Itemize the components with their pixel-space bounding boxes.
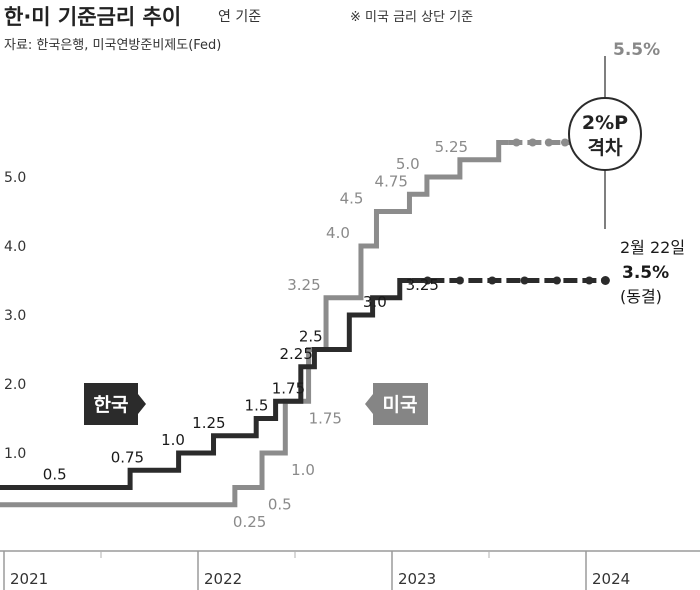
y-axis: 1.0 2.0 3.0 4.0 5.0 [4,170,26,462]
gap-value: 2%P [582,112,628,134]
korea-end-status: (동결) [620,287,662,306]
us-point-label: 5.25 [435,138,468,156]
korea-point-label: 0.5 [43,466,67,484]
us-tag-label: 미국 [383,394,418,416]
chart-subtitle: 연 기준 [218,9,261,25]
x-axis: 2021 2022 2023 2024 [0,550,700,590]
korea-point-label: 3.25 [406,276,439,294]
x-tick-label: 2021 [10,570,48,588]
korea-point-label: 2.5 [299,328,323,346]
us-point-label: 1.75 [309,409,342,427]
us-hold-dot [528,138,537,147]
korea-point-label: 1.5 [245,397,269,415]
us-step-line [0,140,509,508]
us-end-value: 5.5% [613,40,660,60]
x-tick-label: 2022 [204,570,242,588]
y-tick-label: 4.0 [4,239,26,255]
us-hold-dot [544,138,553,147]
korea-hold-dot [423,276,432,285]
korea-end-value: 3.5% [622,263,669,283]
chart-source: 자료: 한국은행, 미국연방준비제도(Fed) [4,37,221,53]
us-point-label: 1.0 [291,461,315,479]
korea-tag-label: 한국 [94,394,129,416]
korea-point-labels: 0.50.751.01.251.51.752.252.53.03.25 [43,276,439,484]
korea-end-dot [600,276,610,285]
korea-step-line [0,278,412,490]
series-korea [0,276,610,490]
chart-note: ※ 미국 금리 상단 기준 [350,10,473,25]
korea-hold-dot [585,276,594,285]
y-tick-label: 1.0 [4,446,26,462]
us-point-labels: 0.250.5 1.0 1.75 3.25 4.0 4.5 4.755.0 5.25 [233,138,468,531]
korea-hold-dot [455,276,464,285]
korea-point-label: 1.75 [272,379,305,397]
series-us [0,138,610,508]
us-point-label: 3.25 [287,276,320,294]
korea-point-label: 1.25 [192,414,225,432]
gap-annotation: 2%P 격차 [568,56,642,229]
korea-hold-dot [520,276,529,285]
korea-tag-shape [84,383,146,425]
korea-point-label: 2.25 [279,345,312,363]
korea-end-date: 2월 22일 [620,238,685,257]
korea-tag: 한국 [84,383,146,425]
us-tag: 미국 [365,383,428,425]
us-point-label: 4.0 [326,224,350,242]
y-tick-label: 3.0 [4,308,26,324]
us-point-label: 0.5 [268,496,292,514]
chart-title: 한·미 기준금리 추이 [4,5,181,29]
korea-point-label: 0.75 [111,448,144,466]
y-tick-label: 2.0 [4,377,26,393]
korea-point-label: 3.0 [363,293,387,311]
gap-circle [568,97,642,171]
us-point-label: 0.25 [233,513,266,531]
us-point-label: 4.75 [375,172,408,190]
x-tick-label: 2024 [592,570,630,588]
x-tick-label: 2023 [398,570,436,588]
korea-point-label: 1.0 [161,431,185,449]
us-hold-dot [560,138,569,147]
us-point-label: 5.0 [396,155,420,173]
us-tag-shape [365,383,428,425]
korea-hold-dot [552,276,561,285]
us-point-label: 4.5 [340,190,364,208]
korea-hold-dot [488,276,497,285]
us-hold-dot [512,138,521,147]
y-tick-label: 5.0 [4,170,26,186]
gap-label: 격차 [588,137,623,159]
